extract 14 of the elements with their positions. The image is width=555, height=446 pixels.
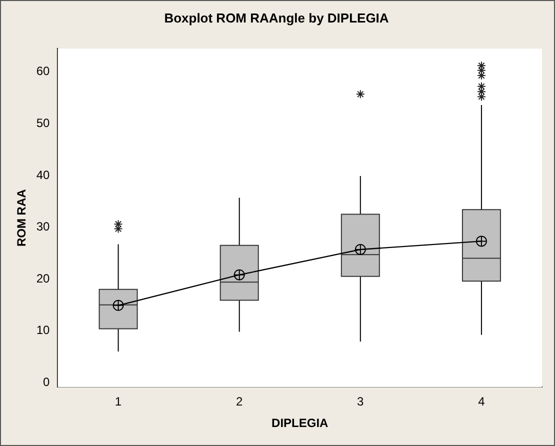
x-tick-label: 4 (478, 394, 486, 409)
y-tick-label: 50 (36, 116, 50, 130)
y-tick-label: 40 (36, 168, 50, 182)
y-tick-label: 0 (43, 374, 50, 389)
x-tick-label: 1 (114, 394, 122, 409)
y-tick-label: 30 (36, 220, 50, 234)
y-tick-label: 10 (36, 323, 50, 338)
x-axis-title: DIPLEGIA (272, 416, 329, 430)
y-tick-label: 20 (36, 271, 50, 286)
x-tick-label: 3 (357, 394, 364, 409)
y-axis-title: ROM RAA (14, 188, 29, 247)
chart-title: Boxplot ROM RAAngle by DIPLEGIA (164, 10, 390, 26)
y-tick-label: 60 (36, 64, 50, 78)
x-tick-label: 2 (236, 394, 243, 409)
